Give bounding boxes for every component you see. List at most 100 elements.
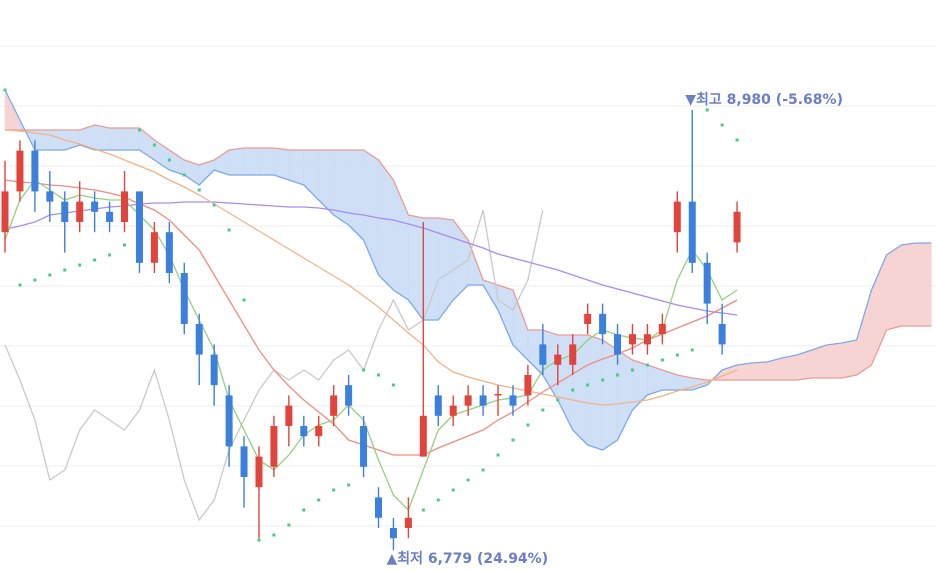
sar-dot: [317, 498, 321, 502]
candle-body: [240, 446, 248, 477]
candle-body: [688, 201, 696, 263]
candle-body: [270, 426, 278, 467]
candle-body: [106, 211, 114, 222]
sar-dot: [556, 398, 560, 402]
sar-dot: [197, 188, 201, 192]
candle-body: [539, 344, 547, 365]
candle-body: [718, 324, 726, 345]
candle-body: [225, 395, 233, 447]
sar-dot: [18, 283, 22, 287]
candle-body: [614, 334, 622, 355]
candle-body: [61, 201, 69, 222]
cloud-fill: [288, 149, 305, 186]
candle-body: [419, 415, 427, 457]
candle-body: [509, 395, 517, 406]
candle-body: [628, 334, 636, 345]
cloud-span-b: [5, 124, 932, 381]
sar-dot: [735, 138, 739, 142]
candle-body: [703, 262, 711, 304]
sar-dot: [645, 363, 649, 367]
sar-dot: [108, 253, 112, 257]
sar-dot: [93, 258, 97, 262]
candle-body: [150, 232, 158, 263]
sar-dot: [332, 488, 336, 492]
candle-body: [91, 201, 99, 212]
candle-body: [46, 191, 54, 202]
candle-body: [569, 344, 577, 365]
cloud-fill: [109, 127, 125, 151]
cloud-fill: [333, 149, 349, 226]
sar-dot: [526, 423, 530, 427]
candle-body: [434, 395, 442, 416]
candle-body: [479, 395, 487, 406]
sar-dot: [227, 228, 231, 232]
cloud-fill: [841, 339, 857, 379]
candle-body: [76, 201, 84, 222]
sar-dot: [242, 298, 246, 302]
candle-body: [300, 426, 308, 437]
sar-dot: [347, 483, 351, 487]
cloud-fill: [124, 127, 140, 151]
cloud-fill: [94, 124, 110, 151]
sar-dot: [152, 143, 156, 147]
sar-dot: [391, 383, 395, 387]
cloud-fill: [826, 342, 842, 379]
cloud-fill: [378, 159, 394, 291]
candle-body: [31, 150, 39, 192]
candle-body: [16, 150, 24, 192]
sar-dot: [78, 263, 82, 267]
cloud-fill: [781, 354, 798, 381]
sar-dot: [616, 373, 620, 377]
sar-dot: [630, 368, 634, 372]
cloud-fill: [901, 242, 917, 327]
sar-dot: [660, 358, 664, 362]
candle-body: [255, 456, 263, 488]
candle-body: [449, 405, 457, 416]
candle-body: [330, 395, 338, 416]
candle-body: [135, 191, 143, 263]
sar-dot: [436, 498, 440, 502]
candle-body: [733, 211, 741, 243]
candle-body: [315, 426, 323, 437]
sar-dot: [272, 533, 276, 537]
cloud-fill: [617, 349, 633, 441]
candle-body: [210, 354, 218, 386]
sar-dot: [705, 108, 709, 112]
candle-body: [389, 528, 397, 539]
cloud-fill: [422, 217, 439, 321]
sar-dot: [137, 128, 141, 132]
cloud-fill: [915, 242, 932, 327]
sar-dot: [720, 123, 724, 127]
cloud-fill: [587, 334, 603, 451]
candle-body: [180, 273, 188, 324]
candle-body: [554, 354, 562, 365]
candle-body: [121, 191, 129, 222]
candle-body: [494, 394, 502, 396]
sar-dot: [541, 408, 545, 412]
candle-body: [658, 324, 666, 335]
candle-body: [375, 497, 382, 518]
sar-dot: [257, 538, 261, 542]
candle-body: [195, 324, 203, 355]
cloud-fill: [318, 149, 335, 216]
price-annotation: ▼최고 8,980 (-5.68%): [685, 92, 843, 108]
cloud-fill: [49, 129, 66, 151]
candle-body: [360, 426, 368, 467]
price-annotation: ▲최저 6,779 (24.94%): [386, 551, 548, 567]
cloud-fill: [4, 89, 21, 131]
cloud-fill: [228, 147, 245, 176]
candle-body: [165, 232, 173, 273]
cloud-span-a: [4, 89, 932, 451]
sar-dot: [675, 353, 679, 357]
sar-dot: [362, 368, 366, 372]
cloud-fill: [886, 244, 902, 331]
cloud-fill: [751, 361, 768, 381]
sar-dot: [63, 268, 67, 272]
sar-dot: [3, 88, 7, 92]
sar-dot: [377, 373, 380, 377]
candle-body: [599, 313, 607, 335]
sar-dot: [466, 478, 470, 482]
sar-dot: [212, 203, 216, 207]
candle-body: [673, 201, 681, 233]
